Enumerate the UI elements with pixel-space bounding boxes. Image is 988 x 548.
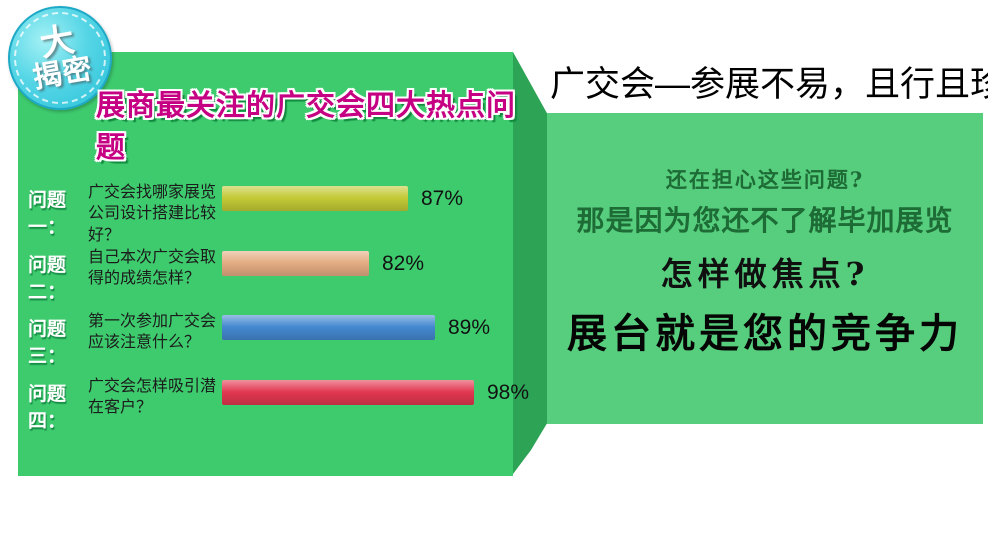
right-panel bbox=[547, 113, 983, 424]
panel-fold bbox=[513, 52, 547, 474]
bar-q4 bbox=[222, 380, 474, 405]
bar-value-label: 98% bbox=[487, 380, 530, 404]
question-label: 问题三： bbox=[28, 319, 67, 367]
question-row: 问题三： 第一次参加广交会应该注意什么？ 89% bbox=[18, 311, 513, 375]
question-text: 自己本次广交会取得的成绩怎样？ bbox=[88, 249, 217, 288]
bar-group: 87% bbox=[222, 186, 463, 211]
badge-text-top: 大 bbox=[37, 20, 78, 64]
question-label: 问题二： bbox=[28, 255, 67, 303]
bar-group: 89% bbox=[222, 315, 490, 340]
question-label: 问题四： bbox=[28, 384, 67, 432]
slogan-line-1: 还在担心这些问题? bbox=[665, 167, 865, 192]
right-panel-text: 还在担心这些问题? 那是因为您还不了解毕加展览 怎样做焦点? 展台就是您的竞争力 bbox=[547, 160, 983, 359]
slogan-line-3: 怎样做焦点? bbox=[660, 255, 870, 293]
badge-text-bottom: 揭密 bbox=[30, 52, 96, 95]
bar-q1 bbox=[222, 186, 408, 211]
question-row: 问题四： 广交会怎样吸引潜在客户？ 98% bbox=[18, 376, 529, 440]
question-row: 问题二： 自己本次广交会取得的成绩怎样？ 82% bbox=[18, 247, 513, 311]
question-text: 广交会怎样吸引潜在客户？ bbox=[88, 378, 217, 417]
bar-value-label: 89% bbox=[448, 315, 491, 339]
bar-value-label: 82% bbox=[382, 251, 425, 275]
question-label: 问题一： bbox=[28, 190, 67, 238]
bar-group: 82% bbox=[222, 251, 424, 276]
slogan-line-4: 展台就是您的竞争力 bbox=[567, 310, 963, 357]
chart-title: 展商最关注的广交会四大热点问题 bbox=[96, 90, 517, 164]
right-headline: 广交会—参展不易，且行且珍惜 bbox=[550, 65, 988, 104]
bar-q2 bbox=[222, 251, 369, 276]
bar-value-label: 87% bbox=[421, 186, 464, 210]
bar-group: 98% bbox=[222, 380, 529, 405]
question-text: 广交会找哪家展览公司设计搭建比较好？ bbox=[88, 184, 217, 244]
question-text: 第一次参加广交会应该注意什么？ bbox=[88, 313, 217, 352]
slogan-line-2: 那是因为您还不了解毕加展览 bbox=[576, 204, 954, 237]
bar-q3 bbox=[222, 315, 435, 340]
question-row: 问题一： 广交会找哪家展览公司设计搭建比较好？ 87% bbox=[18, 182, 513, 246]
